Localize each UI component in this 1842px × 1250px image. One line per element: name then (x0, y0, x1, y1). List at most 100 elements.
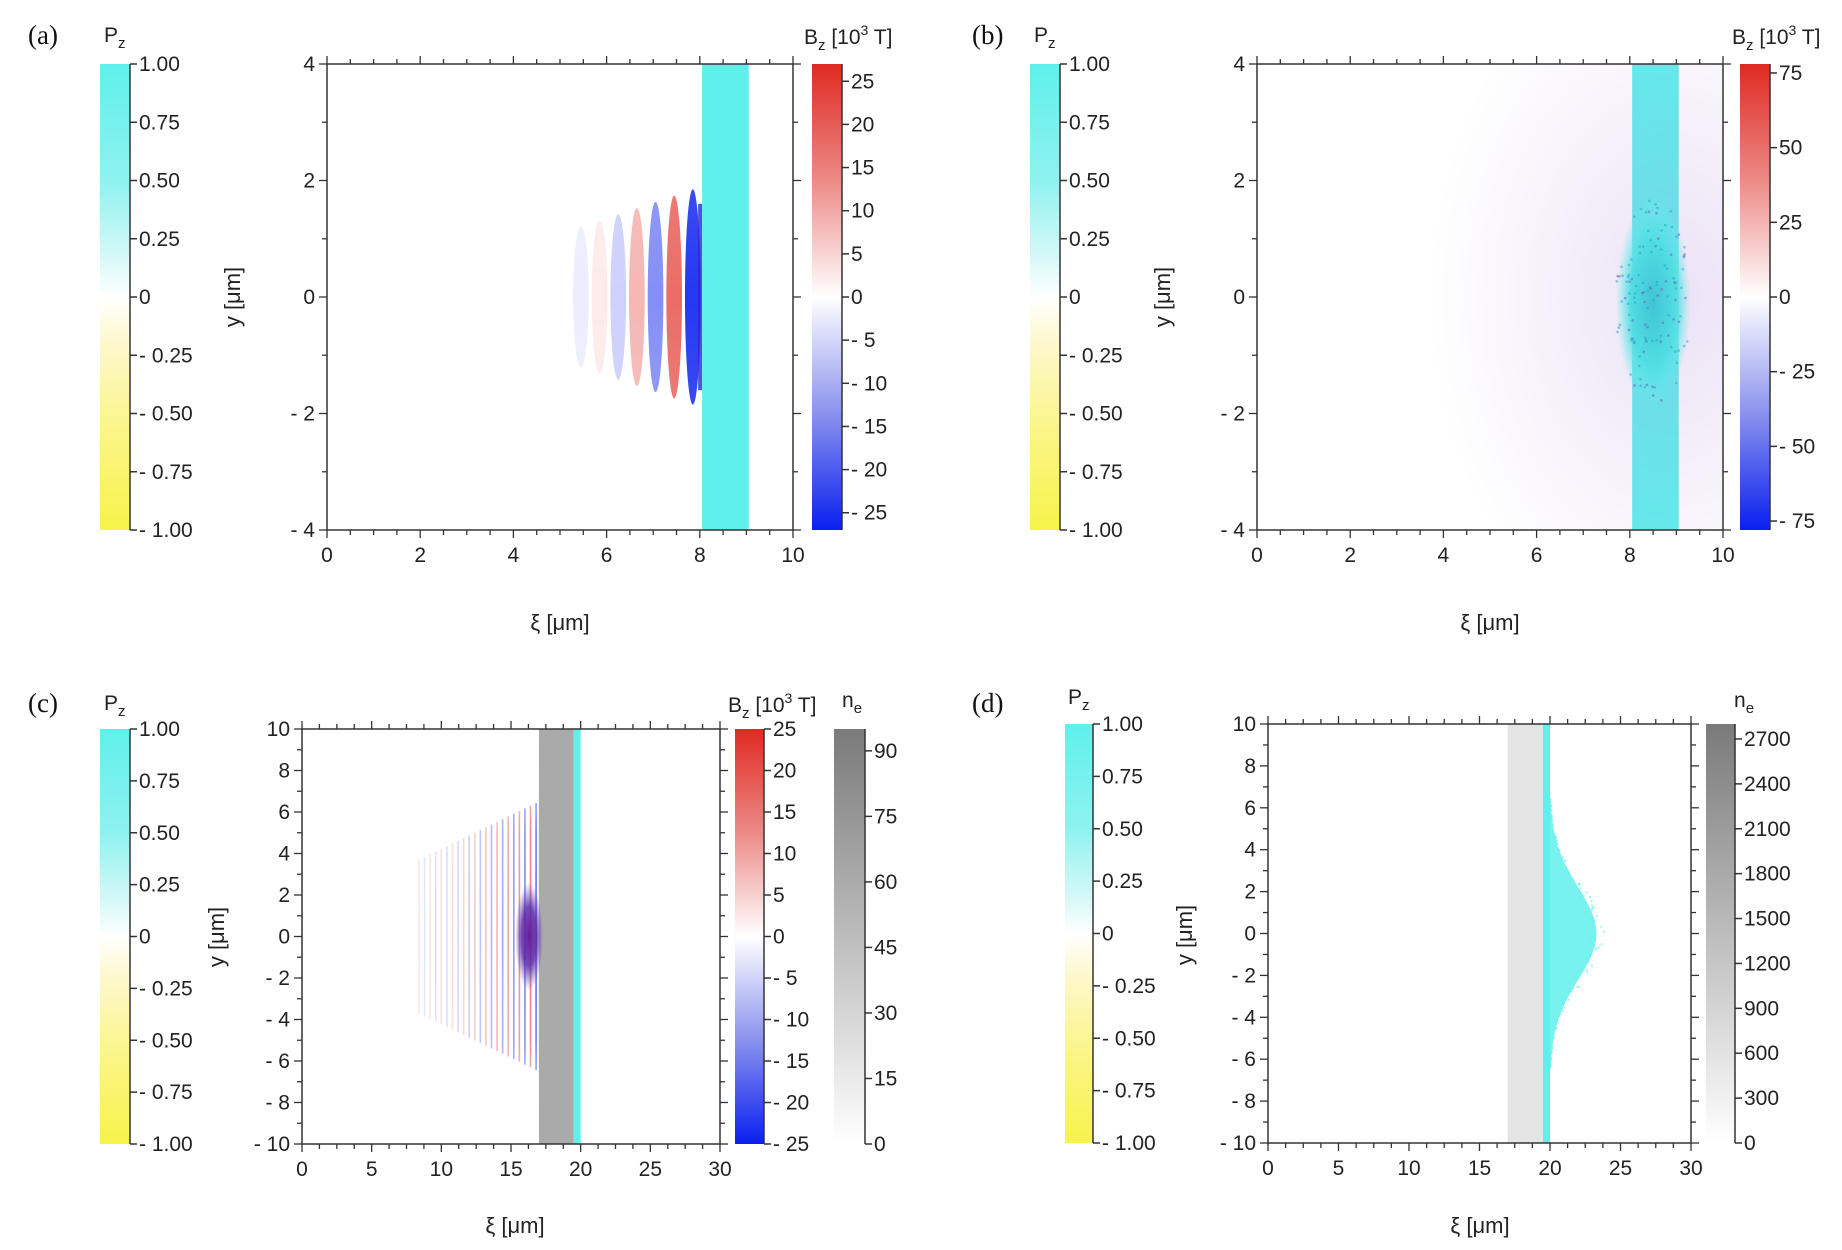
axis-ticks: 0 5 10 15 20 25 30 - 10 - 8 - 6 - 4 - 2 0 2 4 6 8 10 (254, 718, 732, 1181)
speckle-dot (1561, 1002, 1564, 1006)
speckle-dot (1616, 330, 1619, 334)
speckle-dot (1627, 263, 1631, 267)
speckle-dot (1645, 340, 1648, 343)
speckle-dot (1554, 1023, 1557, 1026)
x-tick-label: 4 (508, 544, 520, 567)
x-tick-label: 8 (1624, 544, 1636, 567)
x-tick-label: 10 (781, 544, 804, 567)
speckle-dot (1651, 385, 1654, 389)
speckle-dot (1631, 319, 1634, 322)
speckle-dot (1590, 904, 1594, 907)
dense-plasma-band (538, 729, 574, 1144)
speckle-dot (1633, 301, 1637, 304)
colorbar-tick-label: 0 (1102, 923, 1114, 946)
x-axis-title: ξ [μm] (1460, 610, 1519, 635)
x-tick-label: 2 (414, 544, 426, 567)
plot-content (1396, 64, 1723, 530)
speckle-dot (1551, 819, 1554, 822)
bz-colorbar: 75 50 25 0 - 25 - 50 - 75 Bz [103 T] (1732, 22, 1820, 533)
colorbar-title-sub: z (742, 705, 750, 722)
speckle-dot (1672, 318, 1675, 321)
speckle-dot (1642, 290, 1645, 294)
y-tick-label: 8 (1244, 755, 1256, 778)
colorbar-tick-label: 10 (851, 200, 874, 223)
speckle-dot (1549, 1065, 1552, 1068)
speckle-dot (1567, 870, 1570, 874)
speckle-dot (1656, 237, 1660, 240)
speckle-dot (1646, 306, 1649, 310)
speckle-dot (1602, 930, 1605, 933)
y-tick-label: 8 (278, 760, 290, 783)
colorbar-title-end: T] (868, 26, 892, 49)
speckle-dot (1567, 998, 1571, 1001)
colorbar-title-sup: 3 (861, 22, 869, 38)
speckle-dot (1683, 253, 1686, 256)
y-tick-label: 0 (303, 286, 315, 309)
speckle-dot (1674, 298, 1677, 302)
colorbar-tick-label: 75 (1779, 62, 1802, 85)
y-tick-label: 0 (1244, 923, 1256, 946)
y-tick-label: 6 (278, 801, 290, 824)
pz-colorbar: 1.00 0.75 0.50 0.25 0 - 0.25 - 0.50 - 0.75 - 1.0… (1065, 686, 1156, 1155)
colorbar-tick-label: 0 (874, 1133, 886, 1156)
speckle-dot (1579, 896, 1582, 899)
panel-label: (a) (28, 20, 58, 50)
colorbar-tick-label: - 25 (773, 1133, 809, 1156)
colorbar-tick-label: - 15 (773, 1050, 809, 1073)
pz-colorbar-gradient (100, 729, 130, 1144)
speckle-dot (1638, 251, 1642, 255)
speckle-dot (1591, 907, 1594, 910)
colorbar-tick-label: 20 (851, 113, 874, 136)
speckle-dot (1578, 882, 1581, 885)
speckle-dot (1551, 1037, 1555, 1040)
colorbar-title-main: n (842, 689, 854, 712)
colorbar-tick-label: 1.00 (139, 53, 180, 76)
y-tick-label: - 2 (265, 967, 290, 990)
speckle-dot (1659, 340, 1663, 343)
colorbar-tick-label: 0.50 (139, 170, 180, 193)
colorbar-title-sub: e (854, 700, 862, 717)
colorbar-title-main: n (1734, 689, 1746, 712)
speckle-dot (1641, 281, 1645, 285)
speckle-dot (1650, 250, 1653, 254)
colorbar-tick-label: - 25 (1779, 361, 1815, 384)
speckle-dot (1643, 300, 1646, 304)
colorbar-tick-label: 25 (1779, 211, 1802, 234)
x-tick-label: 20 (1538, 1157, 1561, 1180)
speckle-dot (1567, 990, 1570, 993)
plot-content (413, 729, 581, 1144)
speckle-dot (1594, 948, 1597, 951)
speckle-dot (1684, 296, 1687, 300)
speckle-dot (1571, 878, 1574, 881)
colorbar-tick-label: 0 (139, 926, 151, 949)
speckle-dot (1680, 286, 1683, 290)
colorbar-tick-label: 1200 (1744, 952, 1791, 975)
speckle-dot (1554, 840, 1557, 843)
speckle-dot (1590, 900, 1593, 903)
colorbar-tick-label: - 10 (851, 372, 887, 395)
panel-a: (a) 1.00 0.75 0.50 0.25 0 - 0.25 - 0.50 - 0.75 - … (28, 20, 892, 635)
speckle-dot (1667, 314, 1670, 317)
speckle-dot (1591, 920, 1594, 923)
x-tick-label: 10 (430, 1158, 453, 1181)
x-tick-label: 5 (1333, 1157, 1345, 1180)
colorbar-tick-label: 300 (1744, 1087, 1779, 1110)
y-tick-label: - 2 (1220, 403, 1245, 426)
speckle-dot (1582, 894, 1585, 897)
speckle-dot (1579, 887, 1582, 890)
colorbar-tick-label: - 0.75 (139, 461, 193, 484)
speckle-dot (1647, 199, 1651, 203)
speckle-dot (1552, 832, 1556, 835)
speckle-dot (1589, 954, 1592, 957)
colorbar-tick-label: - 0.25 (1069, 344, 1123, 367)
bz-colorbar-title: Bz [103 T] (728, 690, 816, 722)
speckle-dot (1685, 340, 1689, 343)
speckle-dot (1550, 1050, 1554, 1053)
speckle-dot (1618, 323, 1622, 327)
speckle-dot (1569, 990, 1572, 993)
pz-colorbar-title: Pz (104, 692, 126, 720)
x-tick-label: 8 (694, 544, 706, 567)
panel-d: (d) 1.00 0.75 0.50 0.25 0 - 0.25 - 0.50 - 0.75 - … (972, 686, 1791, 1238)
colorbar-tick-label: 0.25 (139, 228, 180, 251)
colorbar-title-main: P (104, 692, 118, 715)
